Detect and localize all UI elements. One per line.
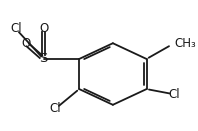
Text: Cl: Cl (10, 22, 22, 35)
Text: S: S (39, 52, 48, 66)
Text: Cl: Cl (168, 88, 180, 101)
Text: O: O (21, 37, 30, 50)
Text: CH₃: CH₃ (174, 37, 196, 50)
Text: Cl: Cl (50, 102, 61, 115)
Text: O: O (39, 22, 48, 35)
